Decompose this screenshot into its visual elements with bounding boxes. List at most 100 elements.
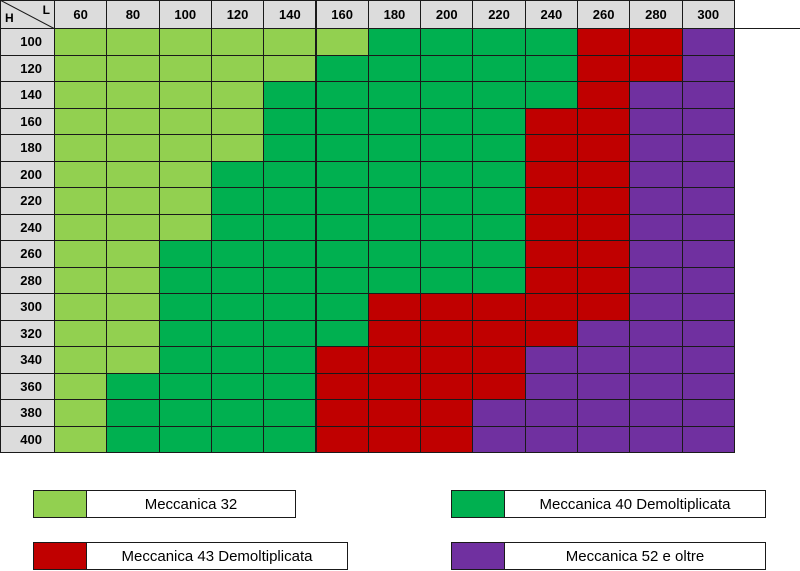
grid-cell: [577, 266, 631, 294]
grid-cell: [629, 134, 683, 162]
grid-cell: [158, 399, 212, 427]
row-header-340: 340: [0, 346, 55, 374]
grid-cell: [54, 240, 108, 268]
grid-cell: [472, 54, 526, 82]
grid-cell: [472, 293, 526, 321]
grid-cell: [54, 187, 108, 215]
row-header-260: 260: [0, 240, 55, 268]
grid-cell: [54, 346, 108, 374]
grid-cell: [263, 346, 317, 374]
grid-cell: [106, 240, 160, 268]
column-header-100: 100: [158, 0, 212, 29]
grid-cell: [629, 293, 683, 321]
grid-cell: [681, 240, 735, 268]
grid-cell: [367, 81, 422, 109]
grid-cell: [315, 107, 369, 135]
grid-cell: [420, 425, 474, 453]
grid-cell: [577, 107, 631, 135]
grid-cell: [577, 399, 631, 427]
grid-cell: [263, 425, 317, 453]
legend-swatch-meccanica-52: [451, 542, 505, 570]
grid-cell: [158, 425, 212, 453]
grid-cell: [315, 187, 369, 215]
grid-cell: [210, 213, 265, 241]
grid-cell: [315, 134, 369, 162]
grid-cell: [106, 160, 160, 188]
column-header-80: 80: [106, 0, 160, 29]
grid-cell: [367, 28, 422, 56]
grid-cell: [629, 187, 683, 215]
grid-cell: [158, 240, 212, 268]
grid-cell: [106, 134, 160, 162]
grid-cell: [210, 399, 265, 427]
grid-cell: [263, 240, 317, 268]
grid-cell: [106, 28, 160, 56]
grid-cell: [315, 28, 369, 56]
grid-cell: [681, 160, 735, 188]
corner-cell: H L: [0, 0, 55, 29]
grid-cell: [263, 134, 317, 162]
grid-cell: [524, 319, 578, 347]
motor-selection-grid: H L 60 80 100 120 140 160 180 200 220 240 260 280 30…: [0, 0, 800, 453]
grid-cell: [420, 160, 474, 188]
grid-cell: [263, 399, 317, 427]
grid-cell: [524, 213, 578, 241]
grid-cell: [524, 160, 578, 188]
grid-cell: [367, 54, 422, 82]
grid-cell: [472, 81, 526, 109]
grid-cell: [577, 346, 631, 374]
grid-cell: [629, 425, 683, 453]
grid-cell: [367, 346, 422, 374]
grid-cell: [681, 266, 735, 294]
legend-label-meccanica-40: Meccanica 40 Demoltiplicata: [504, 490, 766, 518]
grid-cell: [524, 107, 578, 135]
grid-cell: [524, 372, 578, 400]
grid-cell: [681, 213, 735, 241]
row-header-180: 180: [0, 134, 55, 162]
grid-cell: [54, 81, 108, 109]
grid-cell: [54, 399, 108, 427]
grid-cell: [315, 293, 369, 321]
grid-cell: [106, 346, 160, 374]
grid-cell: [472, 399, 526, 427]
legend-swatch-meccanica-40: [451, 490, 505, 518]
grid-cell: [420, 319, 474, 347]
grid-cell: [577, 160, 631, 188]
grid-cell: [524, 425, 578, 453]
grid-cell: [524, 81, 578, 109]
grid-cell: [54, 134, 108, 162]
row-header-120: 120: [0, 54, 55, 82]
grid-cell: [158, 160, 212, 188]
grid-cell: [263, 213, 317, 241]
grid-cell: [420, 293, 474, 321]
grid-cell: [681, 293, 735, 321]
grid-cell: [158, 319, 212, 347]
grid-cell: [524, 54, 578, 82]
grid-cell: [420, 134, 474, 162]
row-header-220: 220: [0, 187, 55, 215]
grid-cell: [472, 240, 526, 268]
grid-cell: [315, 213, 369, 241]
grid-cell: [315, 372, 369, 400]
grid-cell: [524, 28, 578, 56]
grid-cell: [420, 107, 474, 135]
row-header-100: 100: [0, 28, 55, 56]
grid-cell: [210, 81, 265, 109]
grid-cell: [315, 399, 369, 427]
grid-cell: [210, 346, 265, 374]
grid-cell: [106, 266, 160, 294]
grid-cell: [158, 346, 212, 374]
grid-cell: [629, 107, 683, 135]
grid-cell: [106, 213, 160, 241]
grid-cell: [315, 319, 369, 347]
grid-cell: [577, 372, 631, 400]
grid-cell: [420, 346, 474, 374]
grid-cell: [472, 346, 526, 374]
grid-cell: [54, 213, 108, 241]
grid-cell: [158, 213, 212, 241]
column-header-60: 60: [54, 0, 108, 29]
grid-cell: [367, 187, 422, 215]
grid-cell: [629, 240, 683, 268]
grid-cell: [158, 54, 212, 82]
grid-cell: [420, 54, 474, 82]
